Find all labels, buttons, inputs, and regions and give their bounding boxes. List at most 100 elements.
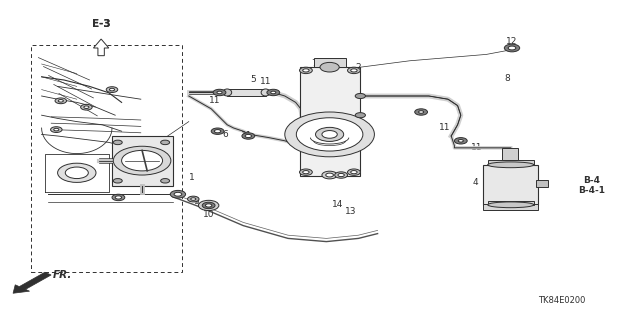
Circle shape xyxy=(213,89,226,96)
Text: 9: 9 xyxy=(194,197,199,206)
Text: B-4-1: B-4-1 xyxy=(579,186,605,195)
Circle shape xyxy=(122,150,163,171)
Text: 4: 4 xyxy=(472,178,477,187)
Circle shape xyxy=(113,140,122,145)
Circle shape xyxy=(348,169,360,175)
Text: E-3: E-3 xyxy=(92,19,111,29)
Circle shape xyxy=(113,179,122,183)
Bar xyxy=(502,148,518,160)
Text: FR.: FR. xyxy=(52,270,72,280)
Circle shape xyxy=(338,173,344,177)
Circle shape xyxy=(161,179,170,183)
Circle shape xyxy=(170,190,186,198)
Circle shape xyxy=(211,128,224,134)
Bar xyxy=(488,160,534,165)
Circle shape xyxy=(320,62,339,72)
Ellipse shape xyxy=(488,202,534,208)
Circle shape xyxy=(58,163,96,182)
Circle shape xyxy=(351,171,357,174)
Circle shape xyxy=(303,171,309,174)
Circle shape xyxy=(65,167,88,179)
Circle shape xyxy=(300,67,312,74)
Ellipse shape xyxy=(223,89,232,96)
Bar xyxy=(536,180,548,187)
Text: E-3: E-3 xyxy=(92,19,111,29)
Circle shape xyxy=(188,196,199,202)
Circle shape xyxy=(198,200,219,211)
Text: 11: 11 xyxy=(241,132,253,140)
Circle shape xyxy=(285,112,374,157)
Circle shape xyxy=(58,100,63,102)
Bar xyxy=(300,67,360,176)
Bar xyxy=(483,204,538,210)
Circle shape xyxy=(300,169,312,175)
Text: 12: 12 xyxy=(506,37,518,46)
Circle shape xyxy=(271,91,276,94)
Text: B-4: B-4 xyxy=(584,176,600,185)
Circle shape xyxy=(81,104,92,110)
Circle shape xyxy=(205,204,212,207)
Circle shape xyxy=(161,140,170,145)
Text: 13: 13 xyxy=(345,207,356,216)
Circle shape xyxy=(174,192,182,196)
Circle shape xyxy=(106,87,118,92)
Circle shape xyxy=(217,91,222,94)
Circle shape xyxy=(115,196,122,199)
Text: 3: 3 xyxy=(305,104,310,113)
Circle shape xyxy=(316,127,344,141)
Bar xyxy=(314,58,346,67)
Circle shape xyxy=(504,44,520,52)
Circle shape xyxy=(191,198,196,200)
FancyArrow shape xyxy=(13,272,51,293)
Text: 10: 10 xyxy=(203,210,214,219)
Circle shape xyxy=(109,88,115,91)
Text: 11: 11 xyxy=(439,124,451,132)
Bar xyxy=(31,45,182,272)
Circle shape xyxy=(454,138,467,144)
Ellipse shape xyxy=(261,89,270,96)
Circle shape xyxy=(508,46,516,50)
Text: 14: 14 xyxy=(332,200,343,209)
Circle shape xyxy=(458,140,463,142)
Circle shape xyxy=(51,127,62,132)
FancyArrow shape xyxy=(93,39,109,56)
Circle shape xyxy=(326,173,333,177)
Circle shape xyxy=(322,171,337,179)
Text: 11: 11 xyxy=(284,132,295,140)
Text: 11: 11 xyxy=(209,96,220,105)
Circle shape xyxy=(415,109,428,115)
Ellipse shape xyxy=(488,162,534,168)
Circle shape xyxy=(419,111,424,113)
Bar xyxy=(112,136,173,186)
Circle shape xyxy=(54,128,59,131)
Circle shape xyxy=(55,98,67,104)
Text: 11: 11 xyxy=(471,143,483,152)
Circle shape xyxy=(355,113,365,118)
Text: 6: 6 xyxy=(223,130,228,139)
Circle shape xyxy=(84,106,89,108)
Circle shape xyxy=(214,130,221,133)
Circle shape xyxy=(245,134,252,138)
Text: 8: 8 xyxy=(504,74,509,83)
Text: 7: 7 xyxy=(311,60,316,68)
Circle shape xyxy=(296,118,363,151)
Text: 11: 11 xyxy=(260,77,271,86)
Text: 1: 1 xyxy=(189,173,195,182)
Circle shape xyxy=(113,146,171,175)
Text: TK84E0200: TK84E0200 xyxy=(538,296,586,305)
Circle shape xyxy=(355,93,365,99)
Bar xyxy=(483,165,538,205)
Bar xyxy=(488,201,534,205)
Circle shape xyxy=(202,202,215,209)
Circle shape xyxy=(335,172,348,178)
Text: 5: 5 xyxy=(250,76,255,84)
Circle shape xyxy=(322,131,337,138)
Text: 2: 2 xyxy=(356,63,361,72)
Circle shape xyxy=(112,194,125,201)
Circle shape xyxy=(242,133,255,139)
Bar xyxy=(227,89,266,96)
Circle shape xyxy=(351,69,357,72)
Circle shape xyxy=(348,67,360,74)
Circle shape xyxy=(267,89,280,96)
Circle shape xyxy=(303,69,309,72)
